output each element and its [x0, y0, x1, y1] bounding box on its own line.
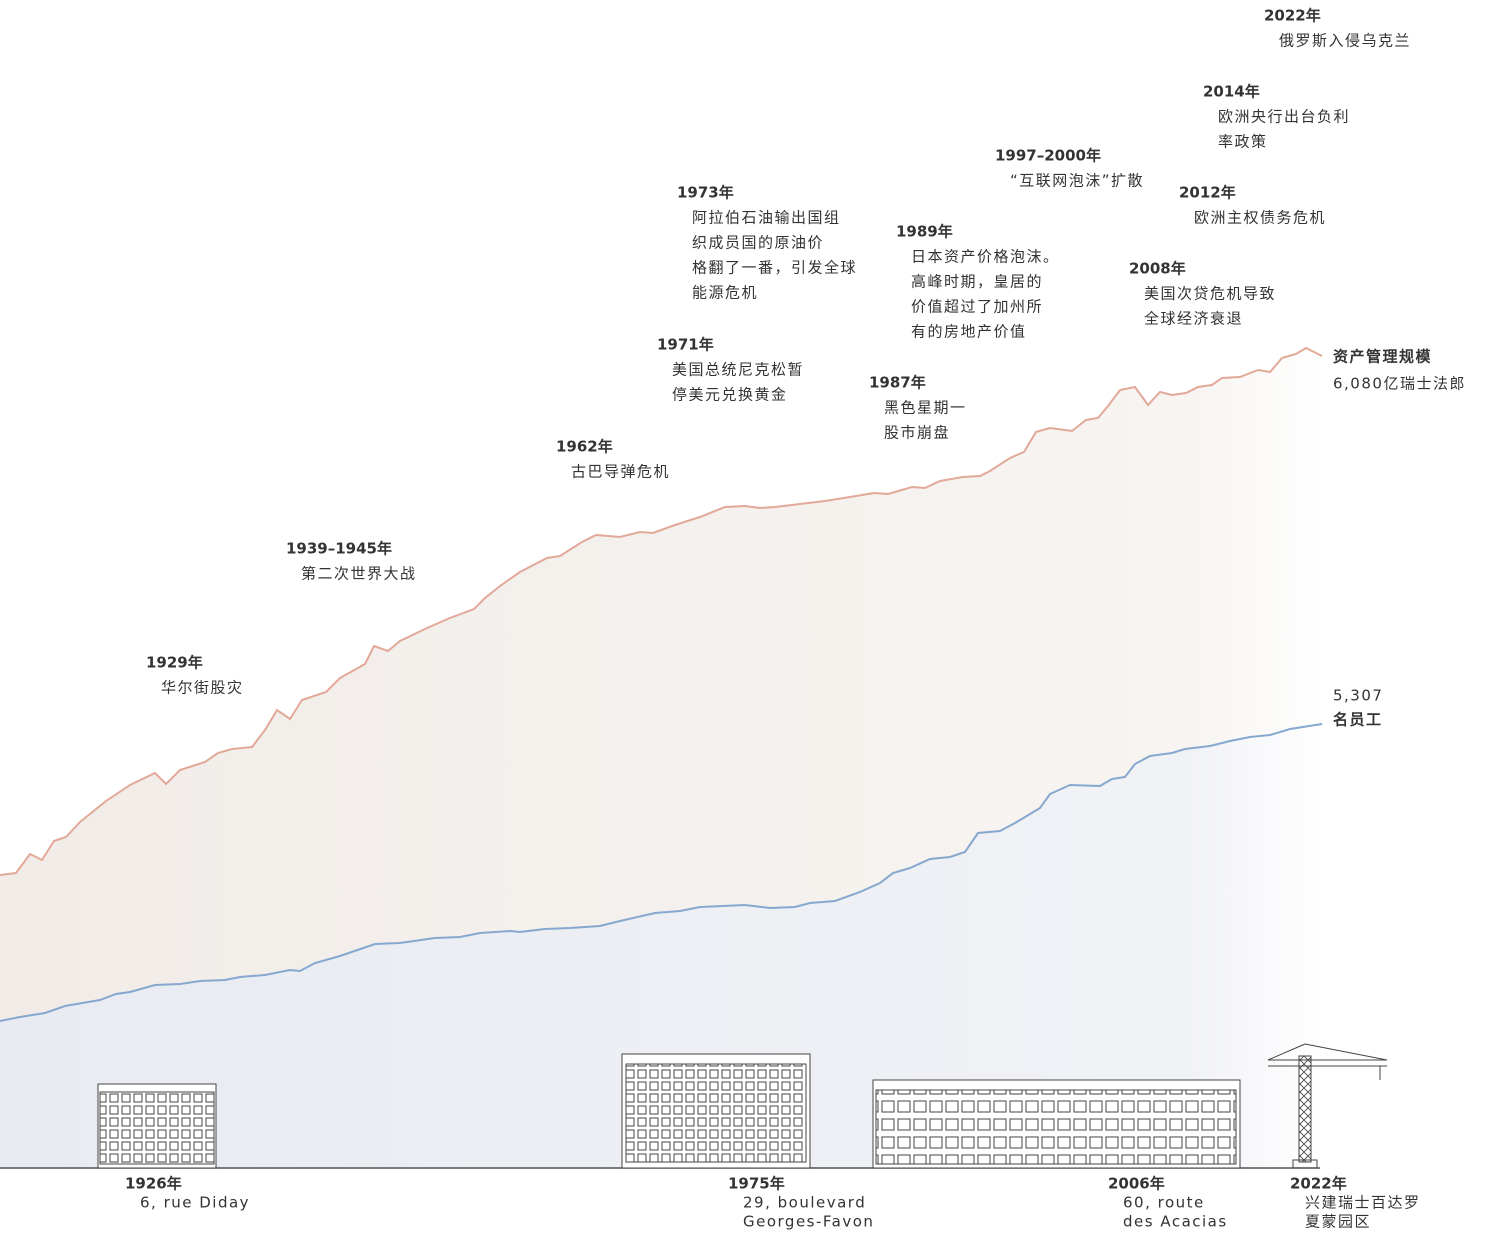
- location-year: 2022年: [1290, 1175, 1347, 1193]
- location-text: 6, rue Diday: [140, 1194, 250, 1212]
- event-text: 美国总统尼克松暂: [672, 361, 804, 379]
- location-year: 1926年: [125, 1175, 182, 1193]
- aum-line: [0, 346, 1323, 876]
- event-text: 欧洲主权债务危机: [1194, 209, 1326, 227]
- event-text: 织成员国的原油价: [692, 234, 824, 252]
- event-text: 率政策: [1218, 133, 1268, 151]
- event-year: 1962年: [556, 438, 613, 456]
- location-text: Georges-Favon: [743, 1213, 874, 1231]
- event-year: 1987年: [869, 374, 926, 392]
- building-1975: [621, 1053, 811, 1169]
- event-text: 能源危机: [692, 284, 758, 302]
- event-text: 高峰时期，皇居的: [911, 273, 1043, 291]
- trend-areas: [0, 346, 1323, 1168]
- series-name: 资产管理规模: [1333, 348, 1432, 366]
- event-year: 1973年: [677, 184, 734, 202]
- event-text: 价值超过了加州所: [911, 298, 1043, 316]
- event-text: 格翻了一番，引发全球: [692, 259, 857, 277]
- event-text: 有的房地产价值: [911, 323, 1027, 341]
- crane: [1267, 1043, 1388, 1169]
- event-year: 2008年: [1129, 260, 1186, 278]
- series-label: 5,307: [1333, 687, 1383, 705]
- event-text: 阿拉伯石油输出国组: [692, 209, 841, 227]
- location-text: 29, boulevard: [743, 1194, 866, 1212]
- location-text: 夏蒙园区: [1305, 1213, 1371, 1231]
- event-text: 第二次世界大战: [301, 565, 417, 583]
- event-text: 俄罗斯入侵乌克兰: [1279, 32, 1411, 50]
- event-year: 1929年: [146, 654, 203, 672]
- event-year: 2022年: [1264, 7, 1321, 25]
- event-year: 1971年: [657, 336, 714, 354]
- event-year: 2012年: [1179, 184, 1236, 202]
- event-text: 股市崩盘: [884, 424, 950, 442]
- building-2006: [872, 1079, 1241, 1169]
- event-text: 停美元兑换黄金: [672, 386, 788, 404]
- event-text: 日本资产价格泡沫。: [911, 248, 1060, 266]
- location-year: 1975年: [728, 1175, 785, 1193]
- event-year: 1939–1945年: [286, 540, 392, 558]
- location-text: des Acacias: [1123, 1213, 1228, 1231]
- event-year: 1989年: [896, 223, 953, 241]
- event-text: 古巴导弹危机: [571, 463, 670, 481]
- series-label: 6,080亿瑞士法郎: [1333, 375, 1466, 393]
- event-text: “互联网泡沫”扩散: [1010, 172, 1144, 190]
- location-text: 60, route: [1123, 1194, 1205, 1212]
- event-text: 华尔街股灾: [161, 679, 244, 697]
- event-text: 黑色星期一: [884, 399, 967, 417]
- event-text: 欧洲央行出台负利: [1218, 108, 1350, 126]
- employee-line: [0, 723, 1323, 1022]
- building-1926: [97, 1083, 217, 1169]
- series-name: 名员工: [1333, 711, 1383, 729]
- event-text: 美国次贷危机导致: [1144, 285, 1276, 303]
- location-year: 2006年: [1108, 1175, 1165, 1193]
- employee-area: [0, 724, 1322, 1168]
- location-text: 兴建瑞士百达罗: [1305, 1194, 1421, 1212]
- event-year: 2014年: [1203, 83, 1260, 101]
- event-year: 1997–2000年: [995, 147, 1101, 165]
- event-text: 全球经济衰退: [1144, 310, 1243, 328]
